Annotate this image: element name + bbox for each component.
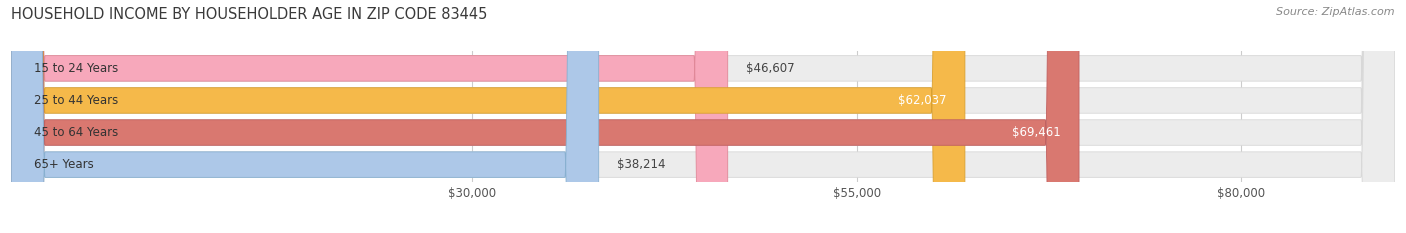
FancyBboxPatch shape xyxy=(11,0,1395,233)
FancyBboxPatch shape xyxy=(11,0,965,233)
FancyBboxPatch shape xyxy=(11,0,728,233)
FancyBboxPatch shape xyxy=(11,0,1395,233)
FancyBboxPatch shape xyxy=(11,0,1078,233)
Text: 65+ Years: 65+ Years xyxy=(34,158,94,171)
Text: 25 to 44 Years: 25 to 44 Years xyxy=(34,94,118,107)
Text: 15 to 24 Years: 15 to 24 Years xyxy=(34,62,118,75)
Text: 45 to 64 Years: 45 to 64 Years xyxy=(34,126,118,139)
Text: $69,461: $69,461 xyxy=(1012,126,1060,139)
Text: $62,037: $62,037 xyxy=(898,94,946,107)
Text: $38,214: $38,214 xyxy=(617,158,665,171)
FancyBboxPatch shape xyxy=(11,0,1395,233)
Text: Source: ZipAtlas.com: Source: ZipAtlas.com xyxy=(1277,7,1395,17)
FancyBboxPatch shape xyxy=(11,0,599,233)
FancyBboxPatch shape xyxy=(11,0,1395,233)
Text: $46,607: $46,607 xyxy=(747,62,794,75)
Text: HOUSEHOLD INCOME BY HOUSEHOLDER AGE IN ZIP CODE 83445: HOUSEHOLD INCOME BY HOUSEHOLDER AGE IN Z… xyxy=(11,7,488,22)
